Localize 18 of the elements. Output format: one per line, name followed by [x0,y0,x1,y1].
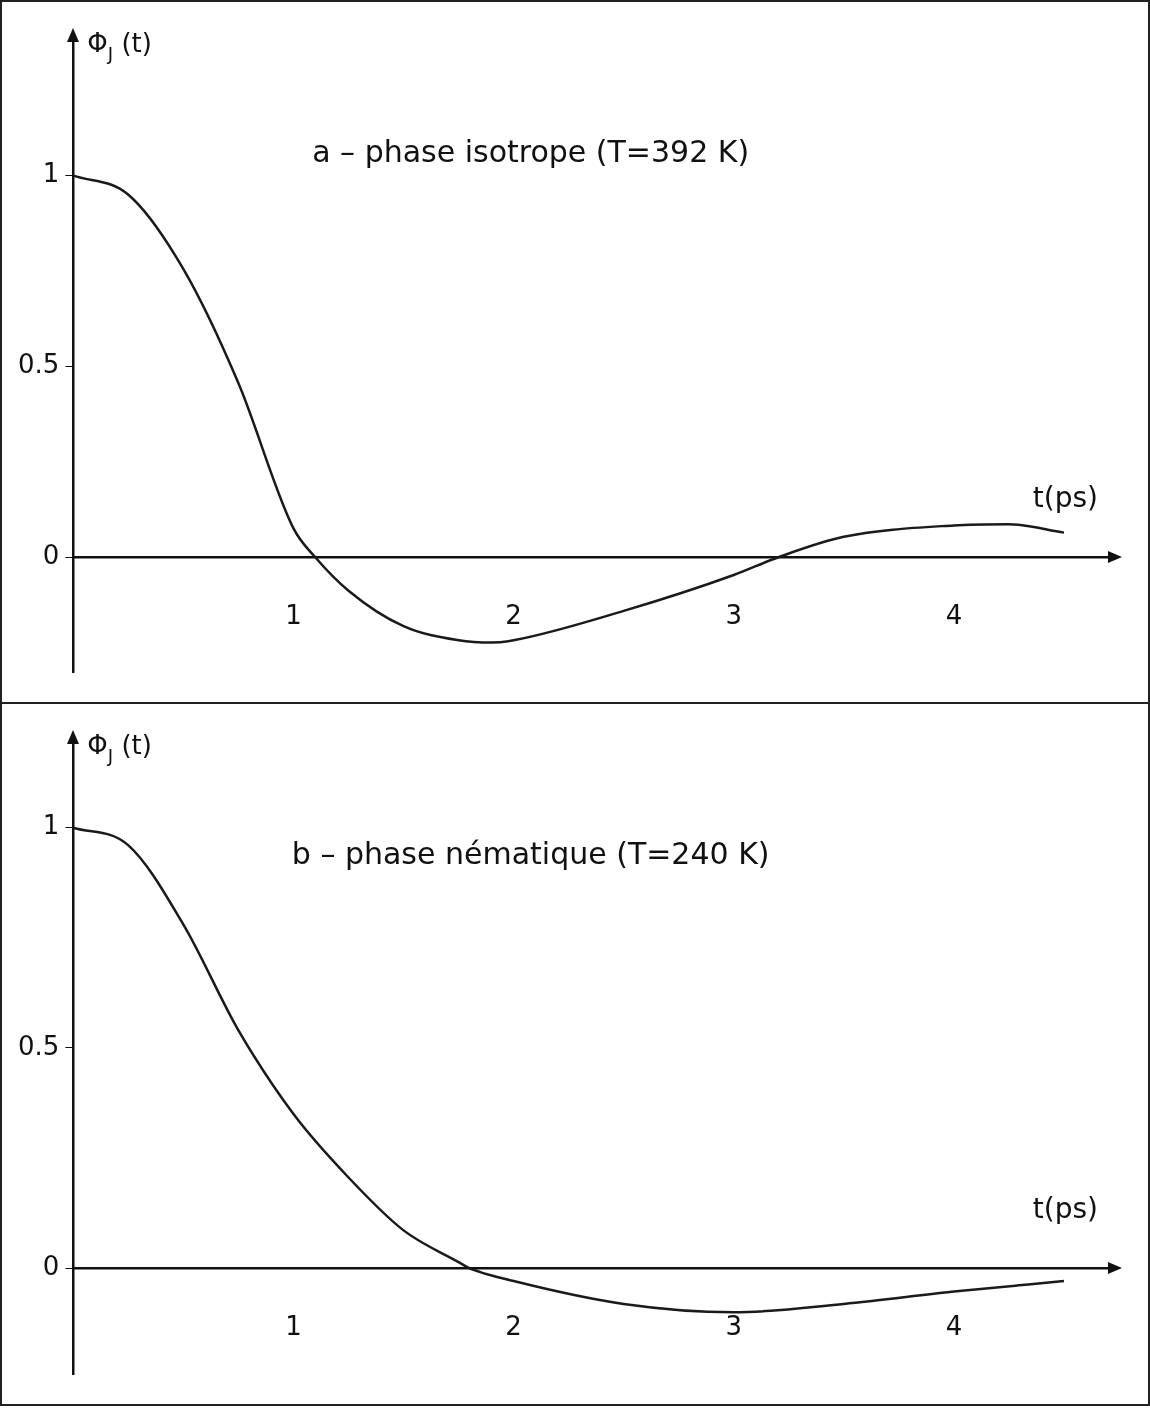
x-tick-label: 3 [725,599,743,630]
x-tick-label: 3 [725,1310,743,1341]
x-tick-label: 1 [285,599,302,630]
y-tick-label: 0.5 [17,1030,60,1061]
x-axis-title: t(ps) [1032,481,1098,515]
x-axis-title: t(ps) [1032,1192,1098,1226]
y-tick-label: 1 [42,158,60,189]
x-tick-label: 1 [285,1310,302,1341]
x-tick-label: 2 [505,599,522,630]
annotation: a – phase isotrope (T=392 K) [312,134,750,169]
annotation: b – phase nématique (T=240 K) [291,836,770,871]
y-tick-label: 0 [42,540,60,571]
y-tick-label: 1 [42,810,60,841]
y-tick-label: 0.5 [17,349,60,380]
y-tick-label: 0 [42,1251,60,1282]
x-tick-label: 4 [945,599,963,630]
x-tick-label: 4 [945,1310,963,1341]
x-tick-label: 2 [505,1310,522,1341]
